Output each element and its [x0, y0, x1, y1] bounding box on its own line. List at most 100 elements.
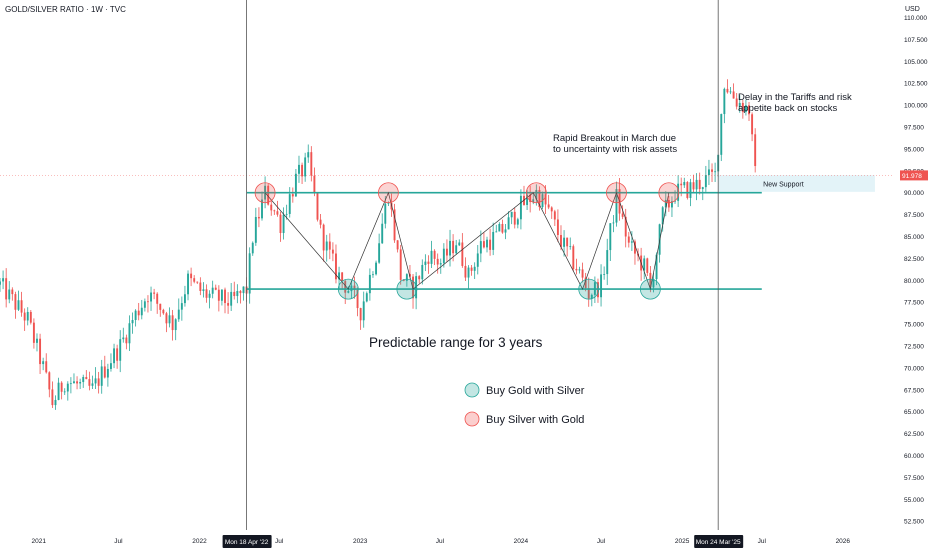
- candle-body: [661, 207, 664, 225]
- candle-body: [69, 383, 72, 385]
- candle-body: [233, 291, 236, 297]
- candle-body: [402, 279, 405, 281]
- candle-body: [316, 192, 319, 220]
- candle-body: [288, 194, 291, 214]
- candle-body: [452, 240, 455, 254]
- y-tick-label: 52.500: [904, 519, 924, 526]
- buy-gold-with-silver-circle: [337, 278, 359, 300]
- buy-silver-with-gold-circle: [254, 182, 276, 204]
- candle-body: [17, 300, 20, 310]
- candle-body: [162, 309, 165, 314]
- candle-body: [695, 179, 698, 190]
- candle-body: [254, 216, 257, 243]
- candle-body: [54, 399, 57, 406]
- candle-body: [560, 235, 562, 247]
- candle-body: [193, 278, 196, 282]
- candle-body: [575, 268, 578, 271]
- candle-body: [325, 241, 328, 251]
- candle-body: [331, 249, 334, 254]
- candle-body: [609, 223, 612, 251]
- candle-body: [439, 263, 442, 265]
- candle-body: [32, 322, 35, 343]
- candle-body: [319, 219, 322, 225]
- candle-body: [399, 249, 402, 280]
- candle-body: [686, 182, 689, 198]
- candle-body: [202, 289, 205, 291]
- candle-body: [375, 262, 378, 275]
- legend-label: Buy Silver with Gold: [486, 414, 584, 426]
- candle-body: [100, 366, 103, 386]
- candle-body: [214, 287, 217, 290]
- candle-body: [119, 339, 122, 361]
- y-tick-label: 57.500: [904, 475, 924, 482]
- buy-silver-with-gold-circle: [525, 182, 547, 204]
- candle-body: [408, 274, 411, 277]
- candle-body: [356, 289, 359, 309]
- candle-body: [227, 303, 230, 306]
- candle-body: [301, 164, 304, 177]
- candle-body: [183, 294, 186, 304]
- y-tick-label: 82.500: [904, 256, 924, 263]
- candle-body: [495, 231, 498, 233]
- candle-body: [294, 173, 297, 197]
- legend-swatch: [464, 382, 480, 398]
- candle-body: [257, 216, 260, 219]
- candle-body: [581, 269, 584, 278]
- candle-body: [670, 201, 673, 208]
- x-tick-label: Jul: [758, 538, 767, 545]
- candle-body: [131, 320, 134, 324]
- annotation-text: Rapid Breakout in March due: [553, 133, 676, 144]
- candle-body: [110, 363, 112, 369]
- candle-body: [205, 289, 208, 298]
- candle-body: [353, 285, 356, 290]
- candle-body: [566, 237, 569, 247]
- candle-body: [134, 310, 137, 321]
- candle-body: [335, 253, 337, 280]
- y-tick-label: 105.000: [904, 59, 928, 66]
- candle-body: [261, 199, 263, 219]
- candle-body: [341, 272, 344, 282]
- candle-body: [615, 189, 618, 223]
- candle-body: [674, 200, 676, 202]
- x-tick-label: Jul: [597, 538, 606, 545]
- last-price-badge: [900, 170, 928, 181]
- y-tick-label: 55.000: [904, 497, 924, 504]
- y-tick-label: 85.000: [904, 234, 924, 241]
- candle-body: [344, 281, 347, 293]
- y-tick-label: 110.000: [904, 15, 927, 22]
- candle-body: [208, 293, 211, 298]
- candle-body: [510, 211, 513, 218]
- candle-body: [424, 261, 427, 265]
- candle-body: [538, 189, 541, 208]
- date-marker-label: Mon 24 Mar '25: [696, 539, 741, 546]
- candle-body: [282, 214, 285, 234]
- candle-body: [20, 300, 23, 313]
- y-tick-label: 75.000: [904, 322, 924, 329]
- candle-body: [8, 289, 11, 300]
- candle-body: [76, 381, 79, 384]
- date-marker-label: Mon 18 Apr '22: [225, 539, 269, 546]
- candle-body: [590, 294, 593, 299]
- x-tick-label: 2025: [675, 538, 690, 545]
- candle-body: [680, 183, 683, 186]
- y-tick-label: 70.000: [904, 365, 924, 372]
- candle-body: [276, 211, 279, 215]
- candle-body: [224, 289, 226, 304]
- candle-body: [667, 199, 670, 208]
- candle-body: [242, 286, 245, 294]
- candle-body: [279, 214, 282, 234]
- candle-body: [489, 239, 492, 250]
- buy-silver-with-gold-circle: [606, 182, 627, 204]
- candle-body: [664, 199, 667, 208]
- candle-body: [504, 229, 507, 233]
- candle-body: [655, 254, 658, 280]
- candle-body: [372, 274, 374, 276]
- candle-body: [165, 313, 168, 324]
- candle-body: [122, 337, 125, 340]
- last-price-label: 91.978: [902, 173, 922, 180]
- candle-body: [230, 291, 233, 306]
- candle-body: [569, 246, 572, 248]
- candle-body: [171, 315, 174, 331]
- candle-body: [125, 337, 128, 344]
